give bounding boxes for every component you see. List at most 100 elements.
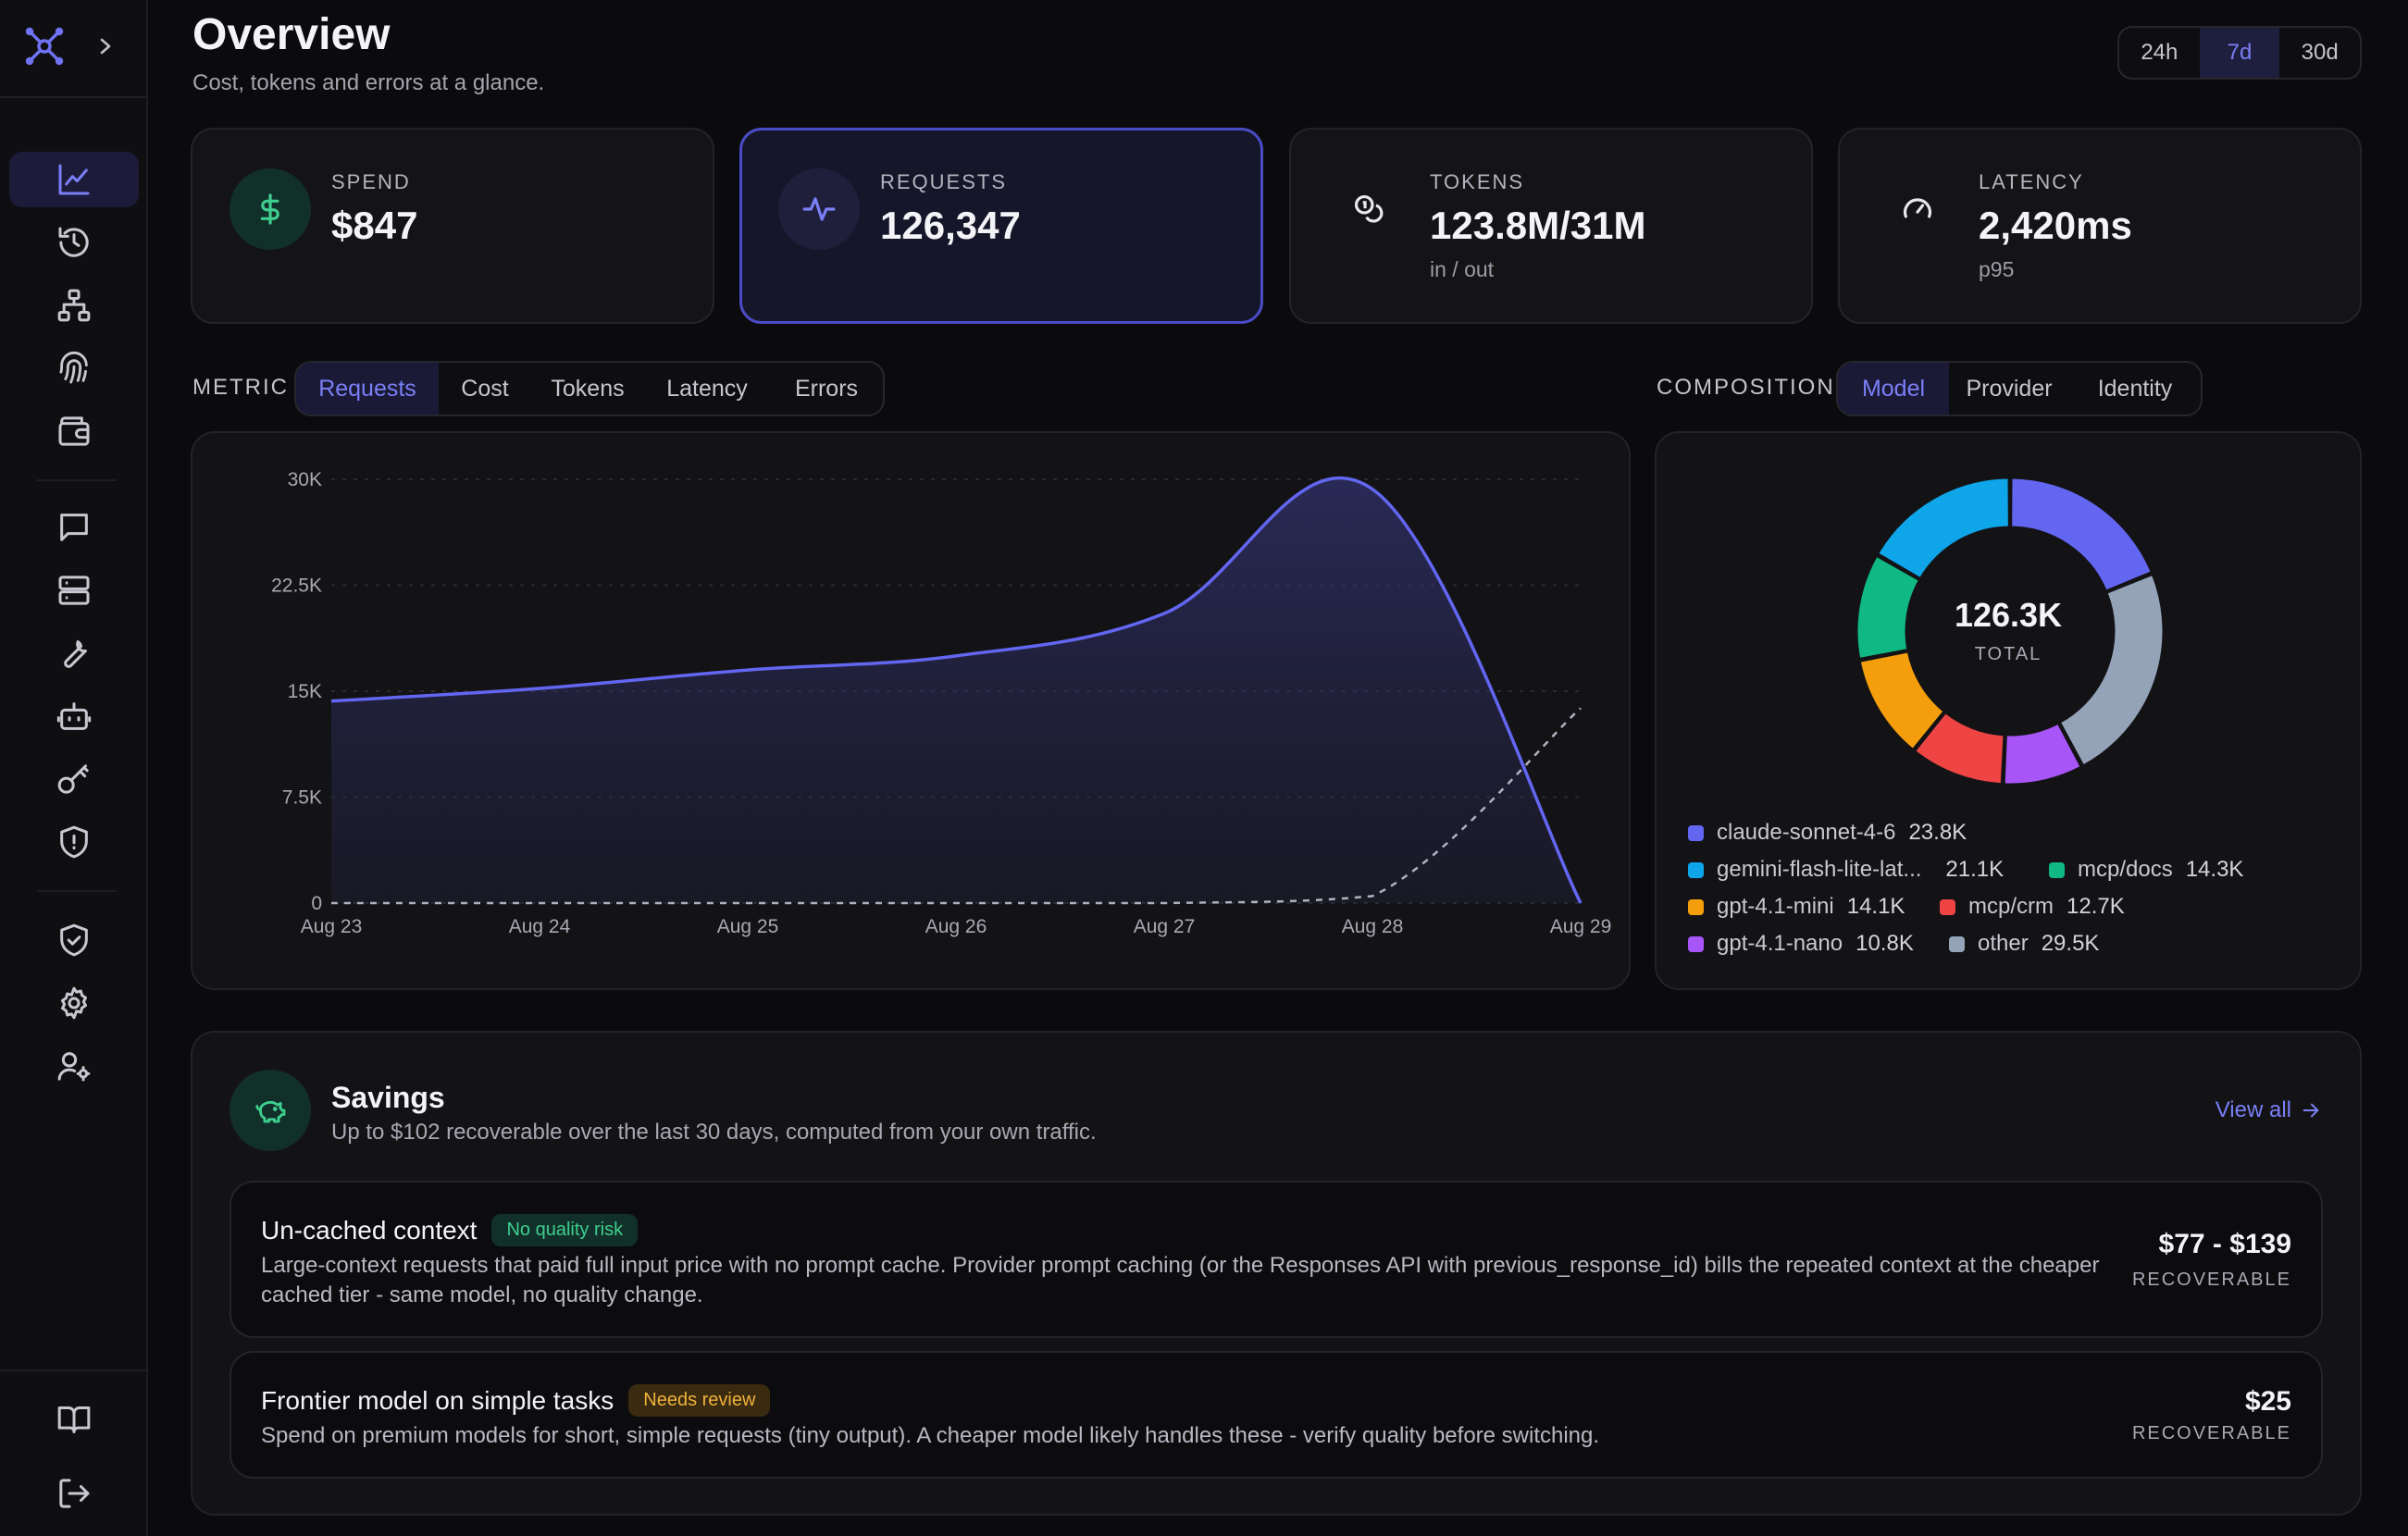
view-all-label: View all (2215, 1097, 2291, 1122)
chart-line-icon (58, 164, 90, 195)
legend-swatch (1688, 861, 1704, 878)
kpi-card-spend[interactable]: SPEND $847 (191, 128, 714, 324)
sidebar-item-logout[interactable] (9, 1466, 139, 1521)
tab-provider[interactable]: Provider (1966, 375, 2053, 402)
recommendation-title-text: Frontier model on simple tasks (261, 1385, 614, 1415)
x-tick-label: Aug 25 (717, 916, 779, 937)
kpi-icon-wrap (778, 168, 860, 250)
tab-cost[interactable]: Cost (461, 375, 509, 402)
composition-label: COMPOSITION (1657, 375, 1835, 400)
shield-alert-icon (60, 825, 88, 859)
donut-slice[interactable] (1912, 710, 2006, 787)
legend-swatch (1949, 935, 1965, 952)
legend-value: 14.3K (2185, 857, 2244, 882)
legend-item[interactable]: mcp/crm 12.7K (1940, 894, 2125, 920)
legend-name: mcp/crm (1968, 894, 2054, 919)
activity-icon (802, 197, 836, 221)
sidebar-item-servers[interactable] (9, 563, 139, 618)
logo-icon[interactable] (24, 26, 65, 67)
donut-slice[interactable] (2009, 476, 2154, 594)
kpi-card-latency[interactable]: LATENCY 2,420ms p95 (1838, 128, 2362, 324)
legend-value: 12.7K (2067, 894, 2125, 919)
kpi-card-tokens[interactable]: TOKENS 123.8M/31M in / out (1289, 128, 1813, 324)
tab-requests[interactable]: Requests (296, 363, 439, 415)
kpi-label: REQUESTS (880, 170, 1008, 193)
sidebar-separator (37, 479, 117, 481)
history-icon (58, 227, 89, 257)
legend-item[interactable]: gpt-4.1-nano 10.8K (1688, 931, 1914, 957)
recommendation-description: Spend on premium models for short, simpl… (261, 1423, 1600, 1448)
tab-model[interactable]: Model (1838, 363, 1949, 415)
recommendation-uncached-context[interactable]: Un-cached context No quality risk Large-… (230, 1181, 2323, 1338)
tab-errors[interactable]: Errors (794, 375, 859, 402)
kpi-card-requests[interactable]: REQUESTS 126,347 (739, 128, 1263, 324)
legend-name: gemini-flash-lite-lat... (1717, 857, 1922, 882)
composition-donut (1855, 476, 2166, 787)
legend-item[interactable]: other 29.5K (1949, 931, 2099, 957)
donut-slice[interactable] (1875, 476, 2011, 581)
user-gear-icon (57, 1052, 91, 1082)
donut-slice[interactable] (2057, 572, 2166, 769)
range-7d[interactable]: 7d (2199, 28, 2280, 78)
arrow-right-icon (2302, 1103, 2319, 1118)
wallet-icon (58, 416, 90, 446)
sidebar-item-tools[interactable] (9, 626, 139, 681)
kpi-sub: p95 (1979, 257, 2015, 281)
x-tick-label: Aug 24 (509, 916, 571, 937)
kpi-icon-wrap (1328, 168, 1409, 250)
series-line-primary (330, 476, 1583, 904)
sidebar-item-billing[interactable] (9, 403, 139, 459)
kpi-icon-wrap (1877, 168, 1958, 250)
tab-latency[interactable]: Latency (666, 375, 748, 402)
legend-item[interactable]: gemini-flash-lite-lat... 21.1K (1688, 857, 2004, 883)
time-range-selector: 24h 7d 30d (2117, 26, 2362, 80)
sidebar-item-overview[interactable] (9, 152, 139, 207)
chevron-right-icon[interactable] (96, 33, 115, 59)
legend-swatch (1688, 898, 1704, 915)
x-tick-label: Aug 27 (1134, 916, 1196, 937)
sidebar-item-policies[interactable] (9, 912, 139, 968)
legend-value: 29.5K (2041, 931, 2100, 956)
sidebar-item-agents[interactable] (9, 688, 139, 744)
kpi-sub: in / out (1430, 257, 1495, 281)
y-tick-label: 22.5K (271, 576, 322, 597)
metric-label: METRIC (192, 375, 289, 400)
tab-identity[interactable]: Identity (2097, 375, 2173, 402)
recommendation-tag: RECOVERABLE (2131, 1270, 2291, 1290)
sidebar-item-chat[interactable] (9, 500, 139, 555)
y-tick-label: 15K (288, 681, 322, 702)
sidebar-item-identity[interactable] (9, 341, 139, 396)
status-badge: Needs review (628, 1384, 771, 1417)
range-24h[interactable]: 24h (2141, 40, 2178, 65)
status-badge: No quality risk (491, 1214, 639, 1246)
range-30d[interactable]: 30d (2301, 40, 2339, 65)
recommendation-title-text: Un-cached context (261, 1215, 478, 1245)
legend-item[interactable]: claude-sonnet-4-6 23.8K (1688, 820, 1967, 846)
donut-slice[interactable] (1857, 650, 1947, 752)
donut-slice[interactable] (1855, 553, 1922, 662)
recommendation-amount: $25 (2244, 1386, 2291, 1417)
kpi-label: SPEND (331, 170, 411, 193)
sidebar-item-history[interactable] (9, 215, 139, 270)
series-line-secondary (331, 707, 1582, 905)
view-all-link[interactable]: View all (2216, 1097, 2321, 1123)
sidebar-item-users[interactable] (9, 1038, 139, 1094)
sidebar-item-routing[interactable] (9, 278, 139, 333)
sidebar-item-settings[interactable] (9, 975, 139, 1031)
composition-tabs: Model Provider Identity (1836, 361, 2203, 416)
recommendation-frontier-model[interactable]: Frontier model on simple tasks Needs rev… (230, 1351, 2323, 1479)
legend-value: 21.1K (1945, 857, 2005, 882)
kpi-icon-wrap (230, 168, 311, 250)
sidebar-item-docs[interactable] (9, 1392, 139, 1447)
book-icon (57, 1406, 91, 1433)
sidebar-item-keys[interactable] (9, 751, 139, 807)
legend-item[interactable]: gpt-4.1-mini 14.1K (1688, 894, 1905, 920)
legend-item[interactable]: mcp/docs 14.3K (2049, 857, 2243, 883)
tab-tokens[interactable]: Tokens (551, 375, 625, 402)
donut-caption: TOTAL (1974, 644, 2042, 664)
kpi-value: 2,420ms (1979, 204, 2132, 247)
sidebar-item-guardrails[interactable] (9, 814, 139, 870)
y-tick-label: 30K (288, 469, 322, 490)
dollar-icon (260, 193, 279, 225)
donut-slice[interactable] (2002, 721, 2084, 787)
